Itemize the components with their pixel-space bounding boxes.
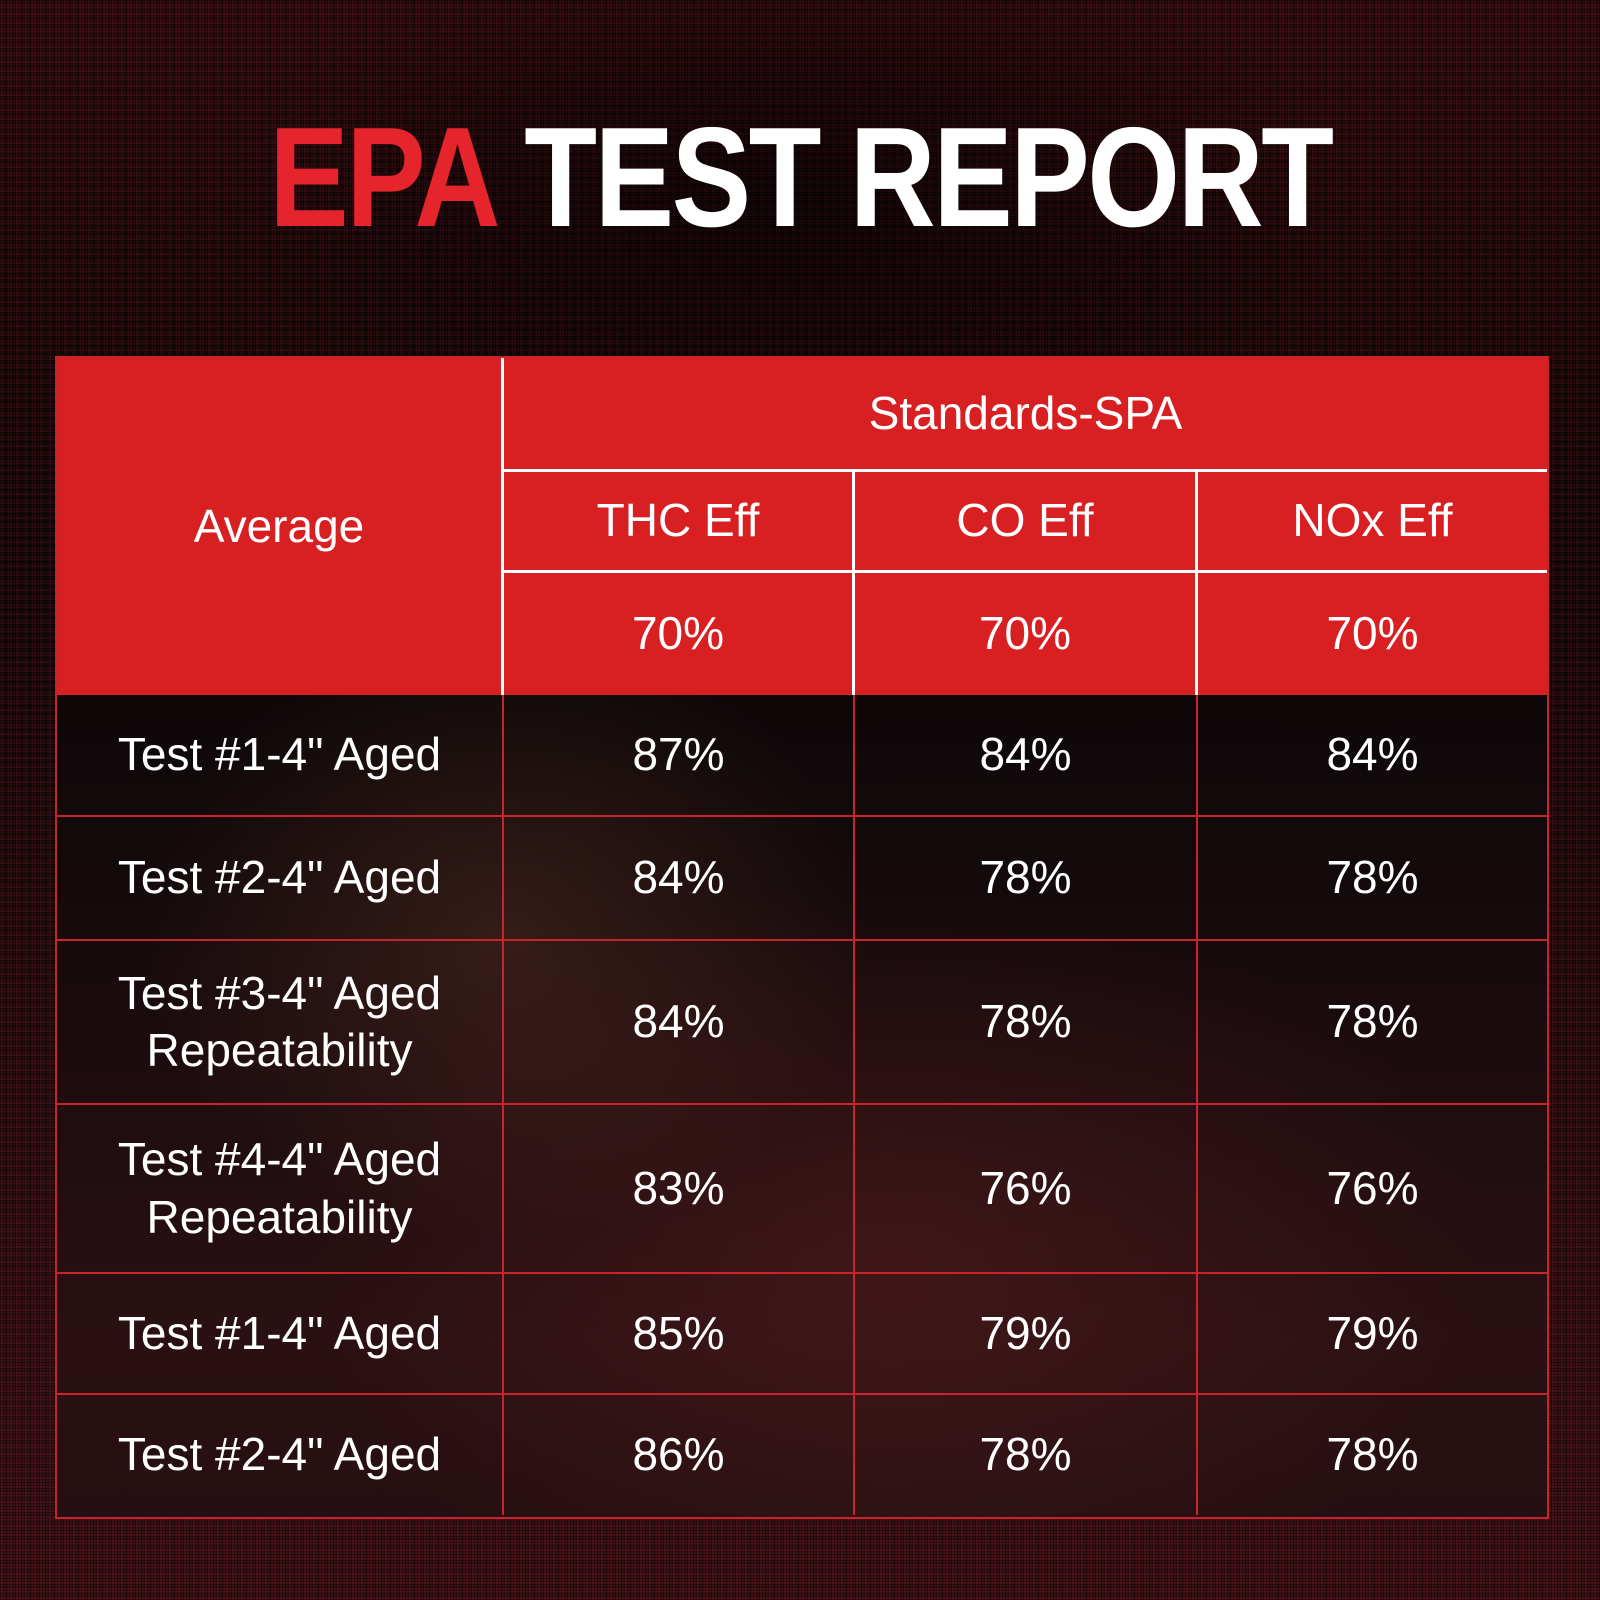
cell-value: 79% [1198, 1274, 1547, 1395]
title-rest: TEST REPORT [493, 98, 1334, 257]
cell-value: 78% [1198, 817, 1547, 941]
cell-value: 78% [1326, 1428, 1419, 1481]
standard-value: 70% [1198, 573, 1547, 695]
row-label: Test #1-4" Aged [57, 695, 504, 817]
cell-value: 78% [855, 1395, 1198, 1515]
row-label: Test #4-4" Aged Repeatability [57, 1105, 504, 1274]
standard-value: 70% [855, 573, 1198, 695]
cell-value: 76% [855, 1105, 1198, 1274]
column-header-co-eff: CO Eff [855, 472, 1198, 573]
cell-value: 78% [855, 817, 1198, 941]
standard-value: 70% [504, 573, 855, 695]
title-highlight: EPA [268, 98, 496, 257]
header-standards-spa: Standards-SPA [504, 358, 1547, 472]
header-average: Average [57, 358, 504, 695]
column-header-thc-eff: THC Eff [504, 472, 855, 573]
cell-value: 76% [1198, 1105, 1547, 1274]
cell-value: 84% [855, 695, 1198, 817]
cell-value: 84% [1198, 695, 1547, 817]
cell-value: 87% [504, 695, 855, 817]
column-header-nox-eff: NOx Eff [1198, 472, 1547, 573]
page-title: EPA TEST REPORT [0, 96, 1600, 260]
row-label: Test #2-4" Aged [57, 817, 504, 941]
cell-value: 83% [504, 1105, 855, 1274]
row-label: Test #3-4" Aged Repeatability [57, 941, 504, 1105]
cell-value: 86% [504, 1395, 855, 1515]
cell-value: 79% [855, 1274, 1198, 1395]
cell-value: 78% [1198, 941, 1547, 1105]
cell-value: 85% [504, 1274, 855, 1395]
cell-value: 84% [504, 817, 855, 941]
cell-value: 84% [504, 941, 855, 1105]
epa-test-report-table: Average Standards-SPA THC Eff CO Eff NOx… [55, 356, 1549, 1519]
row-label: Test #1-4" Aged [57, 1274, 504, 1395]
row-label: Test #2-4" Aged [57, 1395, 504, 1515]
cell-value: 78% [855, 941, 1198, 1105]
